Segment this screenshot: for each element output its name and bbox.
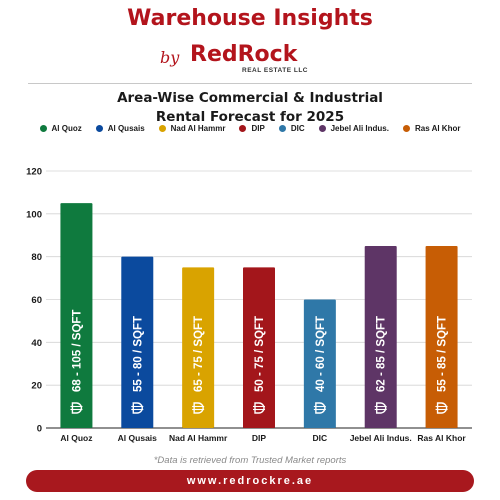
bar-ras-al-khor [425,245,458,428]
x-tick-label-jebel-ali-indus: Jebel Ali Indus. [350,433,412,443]
bar-dic [303,299,336,428]
dirham-icon [435,402,448,414]
legend-swatch [318,125,326,132]
y-tick-label: 100 [26,209,42,220]
legend-item-al-qusais: Al Qusais [95,124,145,133]
x-tick-label-al-quoz: Al Quoz [60,433,92,443]
dirham-icon [313,402,326,414]
x-tick-label-dic: DIC [313,433,328,443]
x-tick-label-dip: DIP [252,433,267,443]
y-tick-label: 0 [37,424,42,435]
bar-chart: 0 20 40 60 80 100 120 68 - 105 / SQFT Al Quoz 55 … [26,167,472,443]
bar-label-nad-al-hammr: 65 - 75 / SQFT [193,316,205,392]
legend-label: DIP [251,124,265,133]
brand-name-red: Red [190,42,238,67]
legend-item-ras-al-khor: Ras Al Khor [402,124,461,133]
legend-item-dic: DIC [278,124,305,133]
legend-label: Al Quoz [51,124,82,133]
legend-label: Ras Al Khor [414,124,461,133]
data-source-note: *Data is retrieved from Trusted Market r… [153,455,347,466]
bar-nad-al-hammr [182,267,215,428]
bar-al-quoz [60,203,93,428]
brand-subtitle: REAL ESTATE LLC [242,67,308,74]
legend-item-al-quoz: Al Quoz [39,124,82,133]
bar-label-ras-al-khor: 55 - 85 / SQFT [437,316,449,392]
y-tick-label: 20 [31,381,42,392]
header-divider [28,83,472,84]
bar-label-al-quoz: 68 - 105 / SQFT [71,310,83,392]
legend-label: DIC [290,124,305,133]
bar-jebel-ali-indus [364,245,397,428]
bar-label-jebel-ali-indus: 62 - 85 / SQFT [376,316,388,392]
website-banner[interactable]: www.redrockre.ae [26,470,474,492]
subtitle-line-2: Rental Forecast for 2025 [155,109,345,125]
brand-name: RedRock [190,42,297,67]
x-tick-label-al-qusais: Al Qusais [118,433,157,443]
legend-label: Nad Al Hammr [170,124,226,133]
dirham-icon [131,402,144,414]
brand-name-rock: Rock [237,42,298,67]
legend-label: Jebel Ali Indus. [330,124,389,133]
legend-label: Al Qusais [107,124,145,133]
legend-swatch [39,125,47,132]
legend-swatch [239,125,247,132]
subtitle-line-1: Area-Wise Commercial & Industrial [117,90,383,106]
bar-dip [243,267,275,428]
dirham-icon [374,402,387,414]
bar-label-dic: 40 - 60 / SQFT [315,316,327,392]
legend-swatch [402,125,410,132]
y-tick-label: 60 [31,295,42,306]
dirham-icon [253,402,265,414]
brand-logo: by RedRock REAL ESTATE LLC [150,40,350,80]
bar-al-qusais [121,256,154,428]
page-title: Warehouse Insights [127,6,373,31]
legend-swatch [95,125,103,132]
x-tick-label-ras-al-khor: Ras Al Khor [417,433,466,443]
dirham-icon [70,402,83,414]
y-tick-label: 80 [31,252,42,263]
legend-item-jebel-ali-indus: Jebel Ali Indus. [318,124,389,133]
legend-swatch [158,125,166,132]
chart-legend: Al Quoz Al Qusais Nad Al Hammr DIP DIC Jebel … [20,124,480,133]
bar-label-al-qusais: 55 - 80 / SQFT [132,316,144,392]
dirham-icon [192,402,205,414]
y-tick-label: 120 [26,167,42,178]
brand-by-text: by [160,48,180,67]
x-tick-label-nad-al-hammr: Nad Al Hammr [169,433,228,443]
chart-subtitle: Area-Wise Commercial & Industrial Rental… [0,89,500,127]
legend-item-dip: DIP [239,124,265,133]
legend-swatch [278,125,286,132]
bar-label-dip: 50 - 75 / SQFT [254,316,266,392]
y-tick-label: 40 [31,338,42,349]
legend-item-nad-al-hammr: Nad Al Hammr [158,124,226,133]
